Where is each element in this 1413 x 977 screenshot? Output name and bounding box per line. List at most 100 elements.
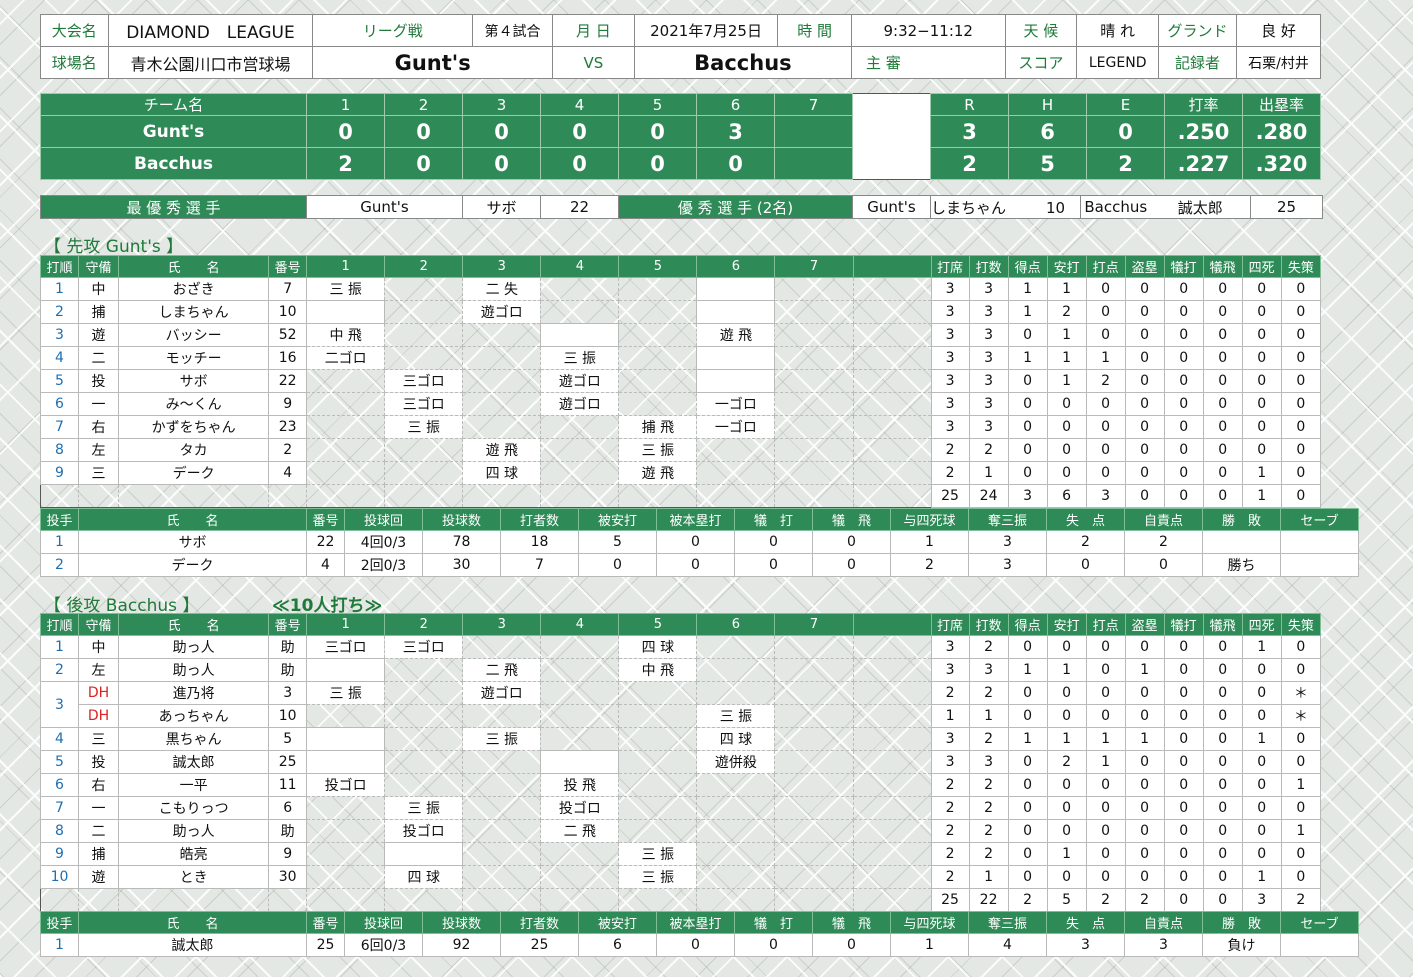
pitching-stat	[1202, 530, 1281, 554]
player-name: 助っ人	[118, 635, 270, 659]
batting-stat: 0	[1202, 773, 1243, 797]
batting-stat: 1	[1046, 323, 1087, 347]
at-bat-result	[618, 300, 698, 324]
excellent-player-1-name: しまちゃん	[931, 198, 1007, 217]
total-e: 0	[1086, 115, 1165, 148]
pitcher-number: 25	[306, 933, 345, 957]
batting-stat: 0	[1202, 438, 1243, 462]
stats-gap	[852, 438, 932, 462]
at-bat-result: 三 振	[306, 277, 386, 301]
batting-stat: 2	[1085, 369, 1126, 393]
batting-stat: 0	[1124, 415, 1165, 439]
at-bat-result: 四 球	[462, 461, 542, 485]
position: 遊	[78, 323, 120, 347]
away-team-name: Bacchus	[633, 46, 852, 79]
batting-stat: 0	[1202, 842, 1243, 866]
batting-stat: 0	[1007, 635, 1048, 659]
totals-blank	[696, 888, 776, 912]
pitching-header: 氏 名	[78, 911, 307, 934]
batting-stat: 3	[930, 323, 970, 347]
position: 右	[78, 773, 120, 797]
batting-stat: 0	[1280, 635, 1322, 659]
pitching-header: 勝 敗	[1202, 911, 1281, 934]
batting-stat: 2	[968, 819, 1009, 843]
pitching-stat: 92	[422, 933, 501, 957]
column-header: 犠打	[1163, 613, 1204, 636]
batting-stat: 3	[930, 727, 970, 751]
batting-stat: 0	[1163, 681, 1204, 705]
date-label: 月 日	[551, 14, 635, 47]
at-bat-result	[462, 635, 542, 659]
team-total-stat: 3	[1085, 484, 1126, 508]
pitching-stat: 0	[812, 530, 891, 554]
at-bat-result: 左安①	[306, 750, 386, 774]
header-gap	[852, 255, 932, 278]
game-type: リーグ戦	[312, 14, 474, 47]
batting-stat: 0	[1202, 681, 1243, 705]
game-number: 第４試合	[472, 14, 553, 47]
line-score-header: 打率	[1164, 93, 1243, 116]
batting-stat: 3	[968, 415, 1009, 439]
pitching-header: 与四死球	[890, 508, 969, 531]
time-label: 時 間	[777, 14, 852, 47]
totals-blank	[306, 888, 386, 912]
batting-stat: 1	[1085, 346, 1126, 370]
team-total-stat: 0	[1280, 484, 1322, 508]
at-bat-result: 二 失	[462, 277, 542, 301]
batting-stat: 0	[1241, 300, 1282, 324]
stats-gap	[852, 704, 932, 728]
mvp-row: 最 優 秀 選 手 Gunt's サボ 22 優 秀 選 手 (2名) Gunt…	[40, 195, 1323, 219]
pitching-header: 自責点	[1124, 508, 1203, 531]
pitching-header: 犠 飛	[812, 508, 891, 531]
batting-stat: 0	[1202, 796, 1243, 820]
batting-order: 1	[39, 635, 80, 659]
pitching-stat: 1	[890, 933, 969, 957]
at-bat-result	[618, 346, 698, 370]
pitcher-order: 1	[40, 933, 79, 957]
column-header: 1	[306, 613, 386, 636]
batting-stat: 0	[1124, 842, 1165, 866]
at-bat-result	[540, 865, 620, 889]
umpire-label-text: 主 審	[865, 54, 901, 72]
mvp-team: Gunt's	[306, 195, 463, 219]
line-score-header: チーム名	[40, 93, 307, 116]
batting-order: 3	[39, 681, 80, 728]
batting-order: 7	[39, 415, 80, 439]
at-bat-result: 遊ゴロ	[462, 300, 542, 324]
line-score-team: Bacchus	[40, 147, 307, 180]
at-bat-result	[384, 727, 464, 751]
batting-stat: 0	[1202, 865, 1243, 889]
at-bat-result	[774, 842, 854, 866]
batting-stat: 0	[1085, 438, 1126, 462]
batting-stat: 3	[930, 635, 970, 659]
player-number: 11	[268, 773, 308, 797]
pitching-header: 番号	[306, 911, 345, 934]
pitching-header: 自責点	[1124, 911, 1203, 934]
mvp-number: 22	[540, 195, 619, 219]
batting-stat: 0	[1046, 704, 1087, 728]
pitching-stat: 6	[578, 933, 657, 957]
team-total-stat: 3	[1007, 484, 1048, 508]
column-header: 7	[774, 613, 854, 636]
batting-stat: 0	[1241, 415, 1282, 439]
batting-stat: 1	[1007, 277, 1048, 301]
player-number: 9	[268, 392, 308, 416]
totals-blank	[306, 484, 386, 508]
pitching-header: 投球回	[344, 911, 423, 934]
at-bat-result	[696, 681, 776, 705]
batting-stat: 0	[1241, 704, 1282, 728]
batting-stat: 2	[930, 438, 970, 462]
recorder-label: 記録者	[1158, 46, 1237, 79]
player-number: 25	[268, 750, 308, 774]
home-team-name: Gunt's	[312, 46, 553, 79]
line-score-header: R	[930, 93, 1009, 116]
at-bat-result: 中2②	[696, 369, 776, 393]
pitching-header: 与四死球	[890, 911, 969, 934]
at-bat-result	[462, 346, 542, 370]
mvp-name: サボ	[462, 195, 541, 219]
inning-runs: 3	[696, 115, 775, 148]
at-bat-result: 三 振	[306, 681, 386, 705]
pitching-stat: 0	[578, 553, 657, 577]
batting-stat: 1	[1046, 277, 1087, 301]
batting-stat: 0	[1085, 461, 1126, 485]
